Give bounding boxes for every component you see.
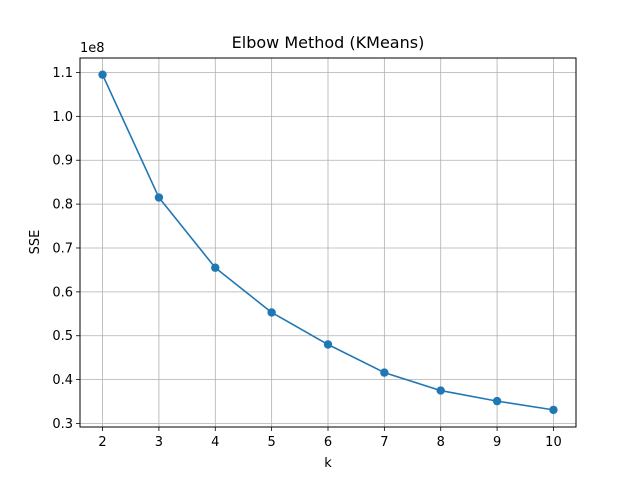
x-tick-label: 8 — [437, 435, 445, 450]
data-series — [98, 70, 558, 415]
x-tick-label: 6 — [324, 435, 332, 450]
data-point — [267, 308, 276, 317]
ticks: 2 3 4 5 6 7 8 9 10 0.3 0.4 0.5 0.6 0.7 0.8 0.9 1.0 1.1 — [52, 66, 561, 450]
y-tick-label: 0.3 — [52, 417, 73, 432]
x-tick-label: 3 — [155, 435, 163, 450]
x-tick-label: 9 — [493, 435, 501, 450]
y-tick-label: 1.1 — [52, 66, 73, 81]
data-point — [436, 386, 445, 395]
data-point — [549, 405, 558, 415]
x-tick-label: 4 — [211, 435, 219, 450]
y-offset-label: 1e8 — [80, 41, 105, 56]
x-tick-label: 2 — [98, 435, 106, 450]
data-point — [380, 368, 389, 377]
data-point — [98, 70, 107, 79]
x-axis-label: k — [324, 456, 332, 471]
y-tick-label: 0.8 — [52, 198, 73, 213]
chart-title: Elbow Method (KMeans) — [232, 33, 425, 52]
data-point — [492, 396, 502, 406]
data-point — [211, 263, 220, 272]
x-tick-label: 10 — [545, 435, 562, 450]
y-tick-label: 0.5 — [52, 329, 73, 344]
y-tick-label: 0.7 — [52, 241, 73, 256]
y-axis-label: SSE — [28, 230, 43, 255]
data-point — [323, 340, 333, 349]
x-tick-label: 5 — [267, 435, 275, 450]
y-tick-label: 0.6 — [52, 285, 73, 300]
y-tick-label: 1.0 — [52, 110, 73, 125]
y-tick-label: 0.9 — [52, 154, 73, 169]
y-tick-label: 0.4 — [52, 373, 73, 388]
grid — [80, 58, 576, 427]
x-tick-label: 7 — [380, 435, 388, 450]
data-point — [154, 193, 164, 202]
